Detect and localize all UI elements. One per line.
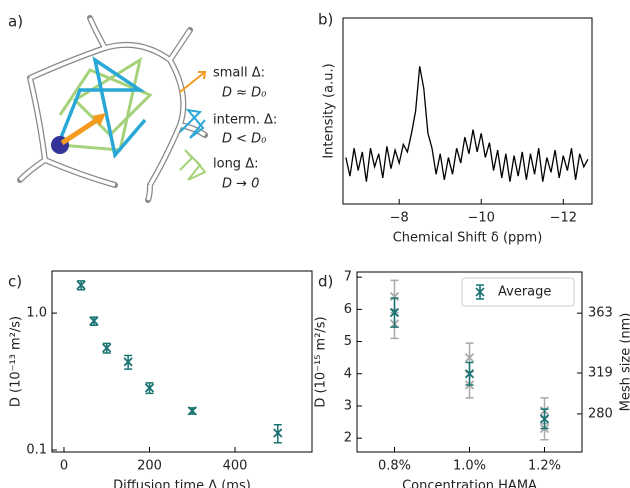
legend-title: long Δ: bbox=[213, 157, 258, 172]
legend-box bbox=[461, 277, 575, 307]
plot-frame bbox=[356, 271, 583, 453]
chart-panel: 0.8% 1.0% 1.2% 2 3 4 5 6 7 280 319 363 Mesh size (nm… bbox=[314, 270, 630, 488]
panel-label: a) bbox=[8, 13, 23, 31]
marker bbox=[539, 414, 550, 424]
spectrum-line bbox=[345, 66, 589, 182]
y-tick-label: 0.1 bbox=[26, 443, 47, 458]
network-inner bbox=[18, 17, 207, 201]
legend-text: D < D₀ bbox=[222, 132, 267, 147]
legend-title: interm. Δ: bbox=[213, 113, 277, 128]
arrow-head bbox=[92, 113, 106, 126]
y-tick-label: 2 bbox=[344, 431, 352, 446]
small-arrow bbox=[60, 115, 102, 146]
plot-frame bbox=[342, 17, 593, 205]
marker bbox=[89, 316, 99, 326]
marker bbox=[389, 307, 400, 318]
legend-text: D ≈ D₀ bbox=[222, 86, 267, 101]
marker bbox=[389, 291, 400, 302]
x-tick-label: 0.8% bbox=[378, 459, 411, 474]
y-axis-label: D (10⁻¹³ m²/s) bbox=[9, 316, 24, 407]
x-axis-label: Concentration HAMA bbox=[402, 479, 537, 488]
diagram bbox=[17, 15, 208, 203]
y2-tick-label: 363 bbox=[588, 306, 613, 321]
chart-panel: 0 200 400 0.1 1.0 Diffusion time Δ (ms) D (10⁻… bbox=[9, 270, 313, 488]
y-tick-label: 3 bbox=[344, 398, 352, 413]
chart-panel: −8 −10 −12 Chemical Shift δ (ppm) Intensity … bbox=[322, 17, 593, 246]
x-axis-label: Diffusion time Δ (ms) bbox=[113, 479, 251, 488]
y-tick-label: 6 bbox=[344, 302, 352, 317]
marker bbox=[144, 383, 155, 393]
y-axis-label: Intensity (a.u.) bbox=[322, 63, 337, 158]
marker bbox=[464, 369, 475, 379]
legend-icon-long bbox=[179, 149, 207, 181]
legend-title: small Δ: bbox=[213, 66, 265, 81]
x-axis-label: Chemical Shift δ (ppm) bbox=[393, 231, 543, 246]
long-path bbox=[58, 56, 153, 152]
panel-label: d) bbox=[318, 273, 333, 291]
marker bbox=[102, 343, 112, 353]
y-tick-label: 7 bbox=[344, 270, 352, 285]
y2-axis-label: Mesh size (nm) bbox=[619, 313, 630, 412]
marker bbox=[464, 353, 475, 363]
marker bbox=[123, 357, 133, 367]
x-tick-label: 1.2% bbox=[528, 459, 561, 474]
x-tick-label: 1.0% bbox=[453, 459, 486, 474]
x-tick-label: −12 bbox=[550, 211, 577, 226]
x-tick-label: 200 bbox=[137, 459, 162, 474]
y2-tick-label: 319 bbox=[588, 366, 613, 381]
legend-icon-interm bbox=[179, 108, 206, 139]
x-tick-label: 0 bbox=[60, 459, 68, 474]
marker bbox=[187, 406, 197, 416]
interm-path bbox=[58, 56, 147, 159]
panel-label: b) bbox=[318, 11, 333, 29]
y-tick-label: 4 bbox=[344, 366, 352, 381]
panel-label: c) bbox=[8, 273, 22, 291]
plot-frame bbox=[51, 270, 313, 453]
y-tick-label: 1.0 bbox=[26, 306, 47, 321]
legend-icon-small bbox=[179, 71, 207, 93]
x-tick-label: −10 bbox=[468, 211, 495, 226]
marker bbox=[273, 428, 283, 438]
x-tick-label: −8 bbox=[390, 211, 409, 226]
x-tick-label: 400 bbox=[223, 459, 248, 474]
y2-tick-label: 280 bbox=[588, 406, 613, 421]
y-tick-label: 5 bbox=[344, 334, 352, 349]
y-axis-label: D (10⁻¹⁵ m²/s) bbox=[314, 316, 329, 407]
legend-marker bbox=[475, 284, 485, 300]
legend-text: D → 0 bbox=[222, 177, 259, 192]
marker bbox=[76, 280, 86, 290]
legend-label: Average bbox=[498, 285, 551, 300]
